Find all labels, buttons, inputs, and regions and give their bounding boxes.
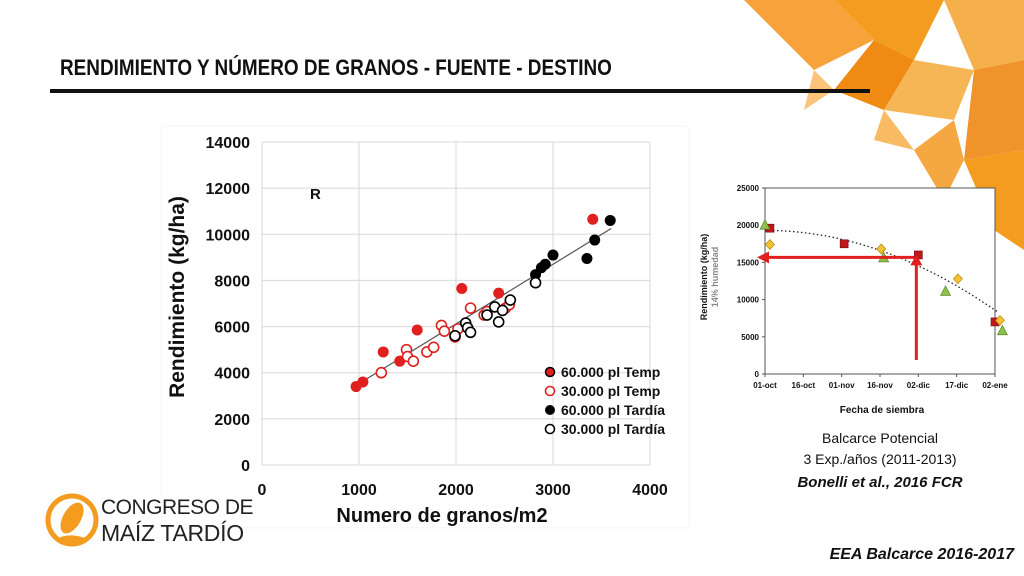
data-point: [411, 324, 423, 336]
data-point-diamond: [995, 314, 1005, 326]
x-tick-label: 02-dic: [907, 381, 931, 390]
data-point: [604, 214, 616, 226]
y-tick-label: 8000: [214, 273, 250, 290]
data-point: [496, 304, 509, 317]
footer-institution: EEA Balcarce 2016-2017: [829, 546, 1014, 563]
data-point-triangle: [940, 285, 952, 296]
x-tick-label: 2000: [438, 482, 474, 499]
data-point: [547, 249, 559, 261]
logo-line-2: MAÍZ TARDÍO: [101, 520, 244, 546]
data-point: [456, 283, 468, 295]
legend-label: 30.000 pl Temp: [561, 383, 660, 399]
legend-marker: [545, 405, 555, 415]
legend-marker: [544, 366, 556, 378]
y-tick-label: 10000: [737, 296, 760, 305]
caption-line-1: Balcarce Potencial: [822, 430, 938, 446]
chart-annotation: R: [310, 186, 321, 203]
legend-marker: [544, 423, 556, 435]
y-tick-label: 5000: [741, 333, 759, 342]
yield-vs-sowing-date-chart: 0 5000 10000 15000 20000 25000 01-oct 16-oct 01…: [699, 184, 1008, 416]
x-tick-label: 02-ene: [982, 381, 1008, 390]
caption-line-2: 3 Exp./años (2011-2013): [803, 451, 957, 467]
title-divider: [50, 89, 870, 93]
trend-curve: [765, 229, 998, 313]
logo-line-1: CONGRESO DE: [101, 496, 254, 519]
y-tick-label: 14000: [206, 135, 251, 152]
y-axis-label: Rendimiento (kg/ha): [699, 234, 709, 321]
data-point: [529, 276, 542, 289]
y-tick-label: 25000: [737, 184, 760, 193]
sowing-date-chart-panel: 0 5000 10000 15000 20000 25000 01-oct 16-oct 01…: [692, 172, 1010, 422]
slide-title: RENDIMIENTO Y NÚMERO DE GRANOS - FUENTE …: [60, 55, 612, 80]
legend-label: 60.000 pl Temp: [561, 364, 660, 380]
congress-logo: CONGRESO DE MAÍZ TARDÍO: [45, 492, 254, 552]
y-tick-label: 0: [755, 370, 760, 379]
horizontal-arrowhead: [757, 251, 769, 264]
data-point: [449, 330, 461, 342]
y-tick-label: 4000: [214, 366, 250, 383]
x-tick-label: 01-oct: [753, 381, 777, 390]
data-point: [377, 346, 389, 358]
citation: Bonelli et al., 2016 FCR: [797, 474, 963, 491]
y-tick-label: 2000: [214, 412, 250, 429]
y-tick-label: 15000: [737, 258, 760, 267]
data-point-diamond: [876, 243, 887, 255]
x-tick-label: 01-nov: [829, 381, 855, 390]
vertical-arrowhead: [910, 254, 923, 266]
data-point: [357, 376, 369, 388]
yield-vs-grains-chart: 0 2000 4000 6000 8000 10000 12000 14000 0 1000 20…: [166, 135, 668, 527]
y-tick-label: 12000: [206, 181, 251, 198]
y-tick-label: 6000: [214, 320, 250, 337]
data-point: [407, 355, 420, 367]
x-tick-label: 4000: [632, 482, 668, 499]
data-point: [492, 316, 505, 328]
x-tick-label: 17-dic: [945, 381, 969, 390]
x-axis-label: Numero de granos/m2: [336, 505, 547, 527]
y-tick-label: 10000: [206, 227, 251, 244]
y-tick-label: 0: [241, 458, 250, 475]
main-chart-panel: 0 2000 4000 6000 8000 10000 12000 14000 0 1000 20…: [162, 127, 688, 527]
x-tick-label: 16-nov: [867, 381, 893, 390]
data-point: [438, 325, 451, 337]
data-point: [375, 366, 388, 379]
y-axis-label: Rendimiento (kg/ha): [166, 196, 189, 398]
legend-label: 30.000 pl Tardía: [561, 421, 665, 437]
legend-label: 60.000 pl Tardía: [561, 402, 665, 418]
data-point: [587, 213, 599, 225]
data-point-diamond: [952, 273, 963, 285]
data-point: [464, 302, 477, 314]
corn-logo-icon: [45, 493, 99, 547]
y-axis-sublabel: 14% humedad: [710, 247, 720, 308]
x-tick-label: 3000: [535, 482, 571, 499]
data-point-triangle: [996, 324, 1008, 336]
x-tick-label: 16-oct: [792, 381, 816, 390]
x-tick-label: 0: [258, 482, 267, 499]
x-axis-label: Fecha de siembra: [840, 405, 925, 416]
data-point-diamond: [765, 239, 775, 250]
data-point: [481, 309, 493, 321]
legend-marker: [544, 385, 556, 397]
data-point: [539, 258, 551, 270]
data-point: [464, 326, 477, 339]
y-tick-label: 20000: [737, 221, 760, 230]
x-tick-label: 1000: [341, 482, 377, 499]
data-point: [581, 253, 593, 265]
data-point-triangle: [759, 219, 771, 230]
data-point: [427, 341, 440, 354]
data-point-square: [839, 239, 849, 249]
data-point: [493, 287, 505, 299]
data-point: [504, 294, 517, 306]
data-point: [589, 234, 601, 246]
